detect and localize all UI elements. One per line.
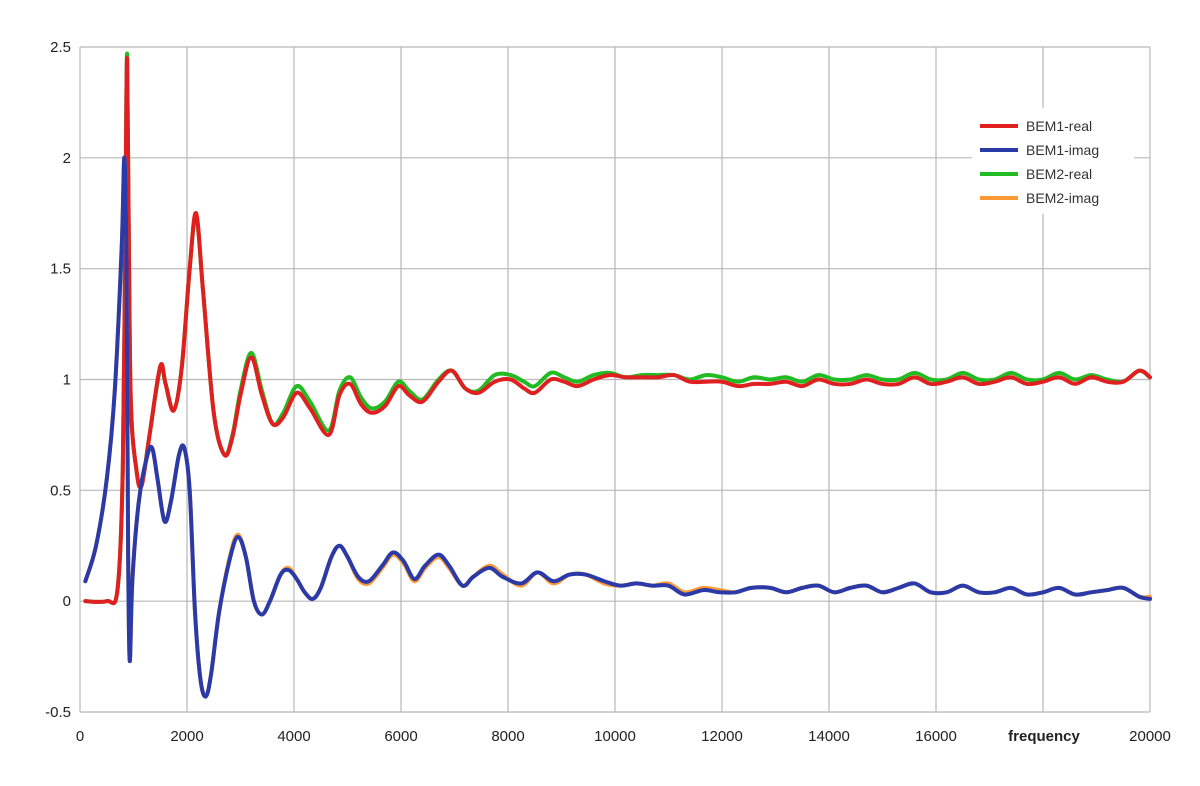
series-line-bem1-real xyxy=(83,56,1152,606)
y-tick-label: 2 xyxy=(63,150,71,167)
x-tick-label: 2000 xyxy=(170,728,203,745)
x-axis-label: frequency xyxy=(1008,728,1080,745)
legend-label-bem2-real: BEM2-real xyxy=(1026,166,1092,182)
x-tick-label: 4000 xyxy=(277,728,310,745)
x-tick-label: 10000 xyxy=(594,728,636,745)
series-line-bem2-imag xyxy=(83,155,1152,699)
series-line-bem1-imag xyxy=(83,155,1152,699)
y-tick-label: -0.5 xyxy=(45,704,71,721)
x-tick-label: 12000 xyxy=(701,728,743,745)
y-axis-tick-labels: -0.5 0 0.5 1 1.5 2 2.5 xyxy=(45,39,71,721)
x-tick-label: 0 xyxy=(76,728,84,745)
legend-label-bem2-imag: BEM2-imag xyxy=(1026,190,1099,206)
y-tick-label: 1 xyxy=(63,372,71,389)
y-tick-label: 0.5 xyxy=(50,482,71,499)
x-tick-label: 20000 xyxy=(1129,728,1171,745)
x-tick-label: 6000 xyxy=(384,728,417,745)
legend: BEM1-real BEM1-imag BEM2-real BEM2-imag xyxy=(972,108,1134,214)
legend-label-bem1-real: BEM1-real xyxy=(1026,118,1092,134)
y-tick-label: 1.5 xyxy=(50,261,71,278)
y-tick-label: 0 xyxy=(63,593,71,610)
legend-label-bem1-imag: BEM1-imag xyxy=(1026,142,1099,158)
series-lines xyxy=(83,51,1152,699)
x-axis-tick-labels: 0 2000 4000 6000 8000 10000 12000 14000 16000 200… xyxy=(76,728,1171,745)
x-tick-label: 16000 xyxy=(915,728,957,745)
x-tick-label: 14000 xyxy=(808,728,850,745)
grid xyxy=(79,46,1151,713)
y-tick-label: 2.5 xyxy=(50,39,71,56)
x-tick-label: 8000 xyxy=(491,728,524,745)
